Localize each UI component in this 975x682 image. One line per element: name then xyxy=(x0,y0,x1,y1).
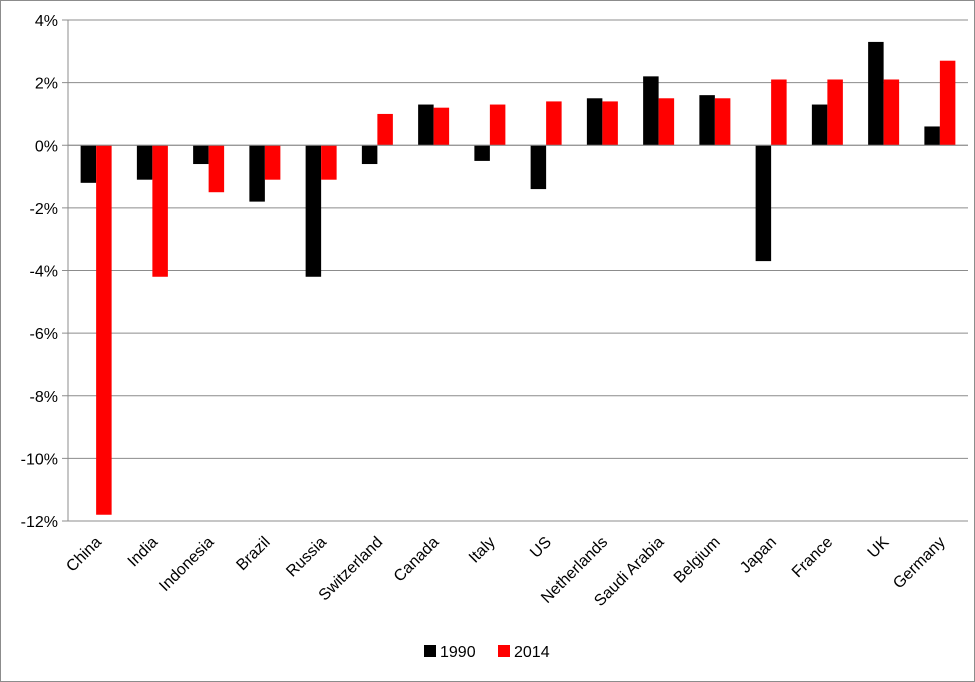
y-axis-tick-labels: 4% 2% 0% -2% -4% -6% -8% -10% -12% xyxy=(21,13,58,531)
legend-swatch-1990 xyxy=(424,645,436,657)
bar-2014-france xyxy=(827,79,843,146)
bar-2014-uk xyxy=(883,79,900,146)
bar-2014-indonesia xyxy=(208,145,225,193)
bar-1990-netherlands xyxy=(586,98,603,146)
y-tick-label: -12% xyxy=(21,514,58,531)
legend-label-2014: 2014 xyxy=(514,644,550,661)
bar-2014-switzerland xyxy=(377,113,393,146)
bar-2014-germany xyxy=(939,60,956,146)
axes xyxy=(67,20,968,521)
x-tick-label: UK xyxy=(865,534,893,562)
bar-1990-saudi-arabia xyxy=(643,76,659,146)
bar-2014-canada xyxy=(433,107,450,146)
x-tick-label: Indonesia xyxy=(156,534,217,595)
bar-1990-switzerland xyxy=(361,145,378,165)
y-tick-label: -10% xyxy=(21,451,58,468)
x-tick-label: US xyxy=(527,534,555,562)
x-tick-label: Canada xyxy=(391,534,443,586)
bar-2014-saudi-arabia xyxy=(658,98,675,146)
bar-2014-us xyxy=(546,101,562,146)
bars xyxy=(80,41,956,515)
bar-1990-china xyxy=(80,145,97,183)
x-tick-label: India xyxy=(125,534,162,571)
bar-2014-netherlands xyxy=(602,101,618,146)
y-tick-label: -4% xyxy=(30,264,58,281)
y-tick-label: -2% xyxy=(30,201,58,218)
bar-1990-japan xyxy=(755,145,772,262)
bar-1990-india xyxy=(136,145,153,180)
bar-1990-canada xyxy=(418,104,434,146)
y-tick-label: 2% xyxy=(35,76,58,93)
x-tick-label: Belgium xyxy=(671,534,724,587)
bar-1990-us xyxy=(530,145,547,190)
bar-2014-italy xyxy=(489,104,506,146)
bar-2014-china xyxy=(96,145,112,515)
bar-2014-belgium xyxy=(714,98,731,146)
y-tick-label: -8% xyxy=(30,389,58,406)
bar-1990-germany xyxy=(924,126,940,146)
legend-label-1990: 1990 xyxy=(440,644,476,661)
bar-1990-russia xyxy=(305,145,322,277)
x-tick-label: Germany xyxy=(890,534,949,593)
bar-2014-india xyxy=(152,145,168,277)
bar-1990-brazil xyxy=(249,145,265,202)
x-tick-label: France xyxy=(789,534,836,581)
legend-swatch-2014 xyxy=(498,645,510,657)
bar-2014-japan xyxy=(771,79,787,146)
bar-1990-belgium xyxy=(699,95,715,146)
y-tick-label: -6% xyxy=(30,326,58,343)
bar-2014-brazil xyxy=(264,145,281,180)
x-tick-label: China xyxy=(63,534,105,576)
bar-1990-indonesia xyxy=(193,145,209,165)
x-tick-label: Italy xyxy=(466,534,499,567)
y-tick-label: 0% xyxy=(35,138,58,155)
x-tick-label: Japan xyxy=(737,534,780,577)
bar-1990-france xyxy=(811,104,828,146)
bar-1990-uk xyxy=(868,41,884,146)
bar-1990-italy xyxy=(474,145,490,161)
bar-2014-russia xyxy=(321,145,337,180)
x-tick-label: Brazil xyxy=(233,534,273,574)
y-tick-label: 4% xyxy=(35,13,58,30)
x-tick-label: Russia xyxy=(283,534,330,581)
legend: 1990 2014 xyxy=(424,644,550,661)
